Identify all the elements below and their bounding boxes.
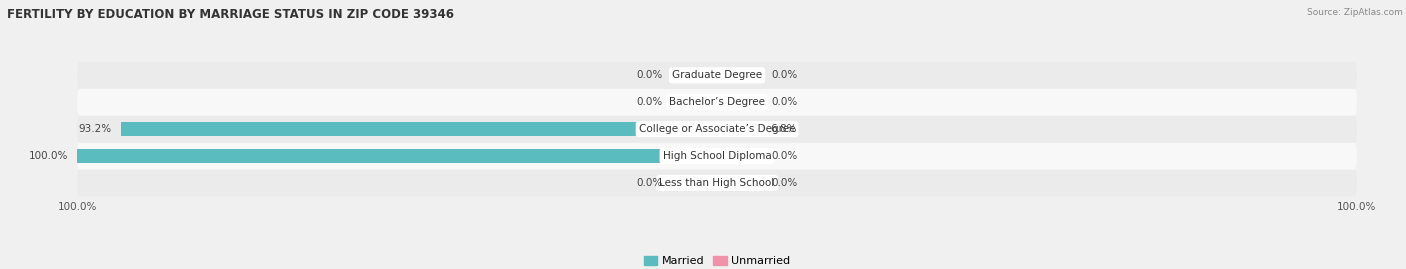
Text: 100.0%: 100.0% <box>28 151 67 161</box>
Bar <box>717 68 762 82</box>
Text: 93.2%: 93.2% <box>79 124 111 134</box>
Bar <box>672 95 717 109</box>
Bar <box>717 122 761 136</box>
Bar <box>717 95 762 109</box>
Bar <box>77 149 717 163</box>
Text: 0.0%: 0.0% <box>637 178 662 188</box>
FancyBboxPatch shape <box>77 62 1357 89</box>
Bar <box>672 68 717 82</box>
Text: High School Diploma: High School Diploma <box>662 151 772 161</box>
Bar <box>121 122 717 136</box>
Bar <box>717 149 762 163</box>
FancyBboxPatch shape <box>77 143 1357 169</box>
Text: FERTILITY BY EDUCATION BY MARRIAGE STATUS IN ZIP CODE 39346: FERTILITY BY EDUCATION BY MARRIAGE STATU… <box>7 8 454 21</box>
Text: 0.0%: 0.0% <box>772 70 797 80</box>
Legend: Married, Unmarried: Married, Unmarried <box>640 251 794 269</box>
FancyBboxPatch shape <box>77 116 1357 143</box>
Text: 0.0%: 0.0% <box>637 70 662 80</box>
FancyBboxPatch shape <box>77 89 1357 116</box>
Text: 0.0%: 0.0% <box>637 97 662 107</box>
Text: 0.0%: 0.0% <box>772 97 797 107</box>
Text: Source: ZipAtlas.com: Source: ZipAtlas.com <box>1308 8 1403 17</box>
Text: 0.0%: 0.0% <box>772 178 797 188</box>
Bar <box>672 176 717 190</box>
Text: Graduate Degree: Graduate Degree <box>672 70 762 80</box>
Bar <box>717 176 762 190</box>
Text: College or Associate’s Degree: College or Associate’s Degree <box>638 124 796 134</box>
Text: Less than High School: Less than High School <box>659 178 775 188</box>
Text: 6.8%: 6.8% <box>770 124 797 134</box>
FancyBboxPatch shape <box>77 169 1357 196</box>
Text: 0.0%: 0.0% <box>772 151 797 161</box>
Text: Bachelor’s Degree: Bachelor’s Degree <box>669 97 765 107</box>
